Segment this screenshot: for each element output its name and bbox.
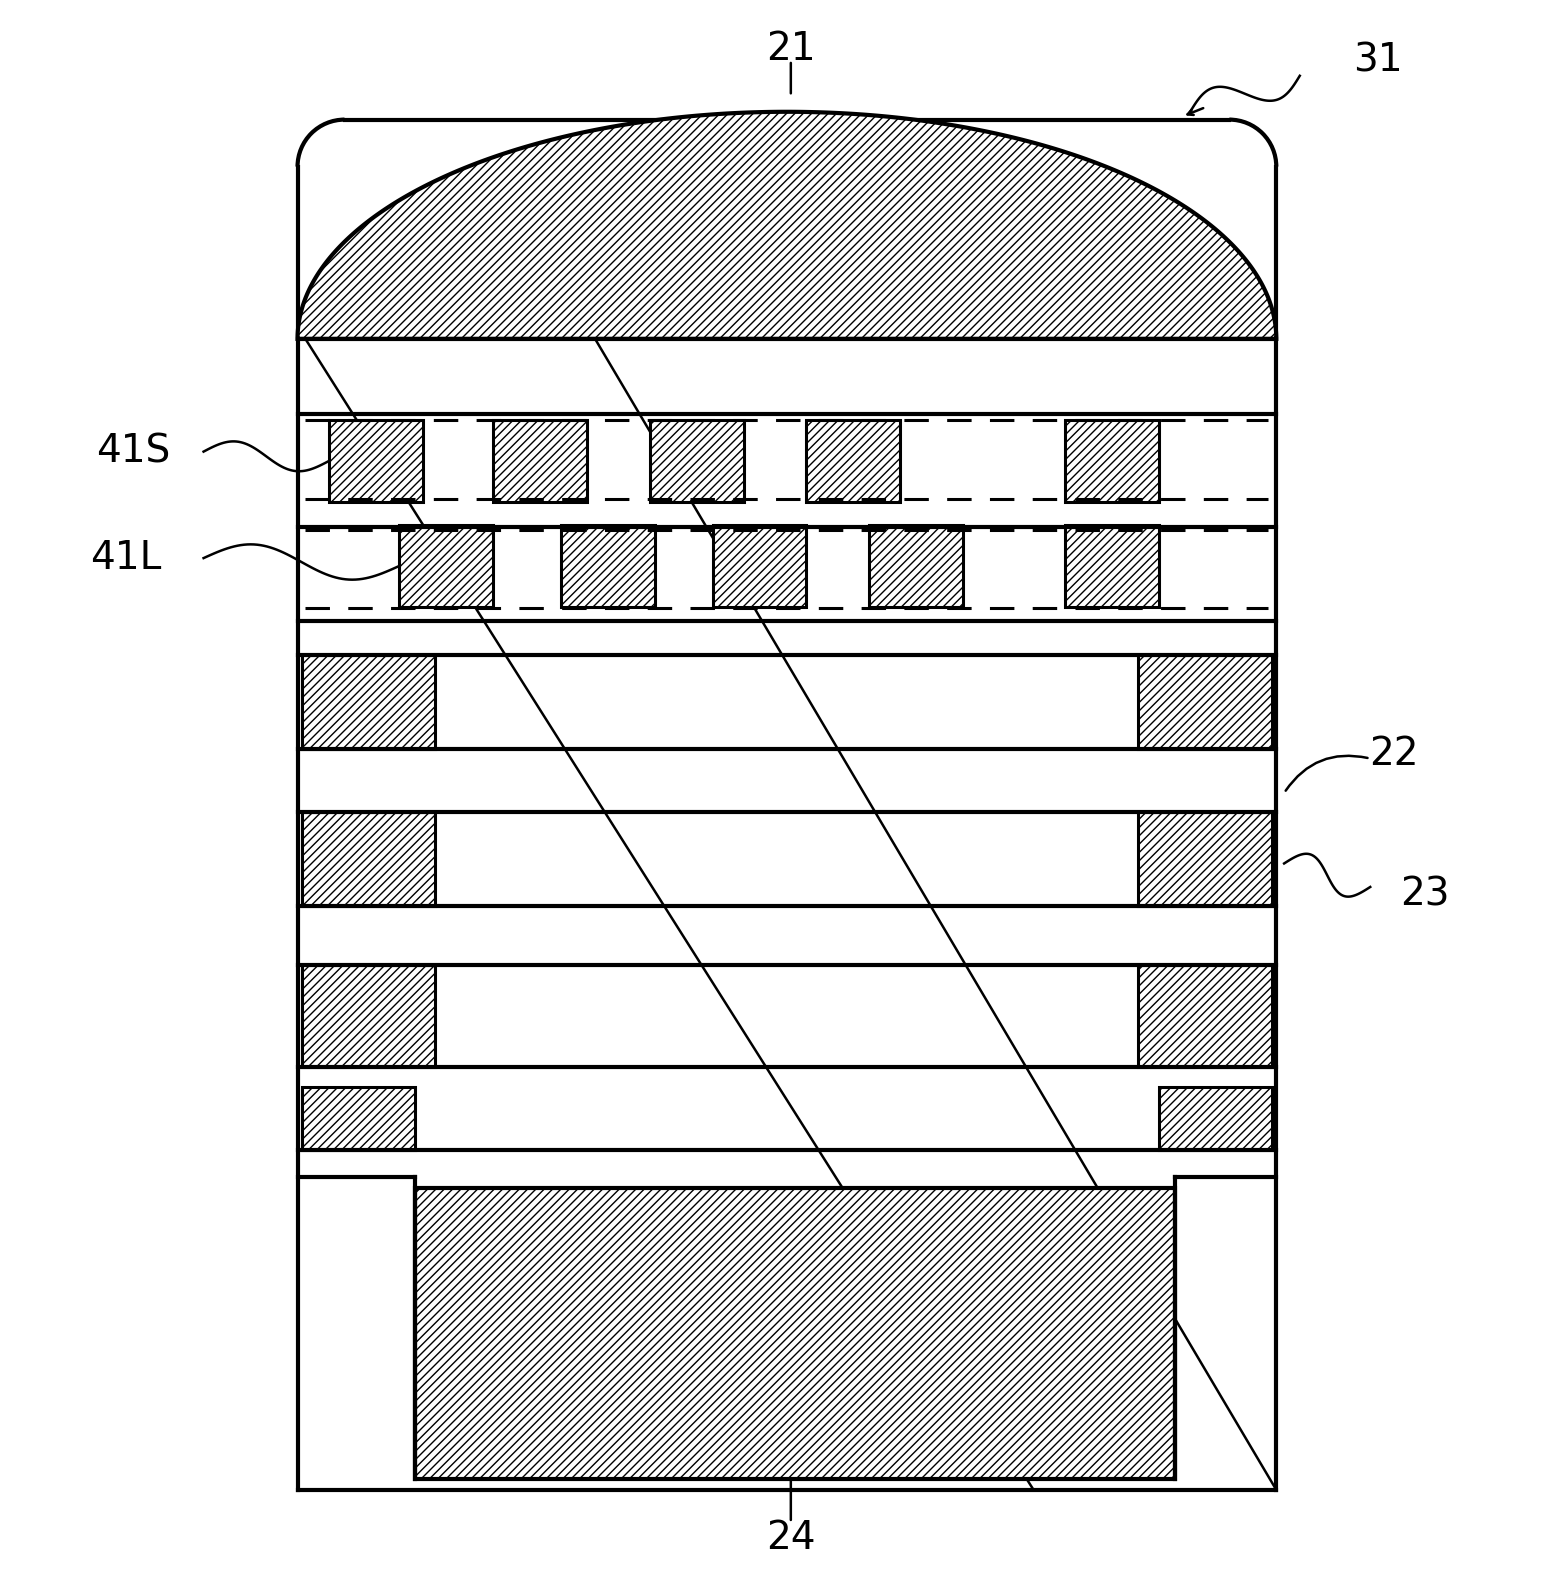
Bar [302,655,435,749]
Bar [1138,812,1272,906]
Text: 23: 23 [1400,875,1450,914]
Bar [415,1188,1174,1478]
Bar [869,525,963,607]
Bar [302,966,435,1067]
Bar [329,420,423,501]
Bar [806,420,900,501]
Bar [1065,525,1159,607]
Bar [302,812,435,906]
Bar [561,525,655,607]
Text: 31: 31 [1353,41,1403,79]
Text: 41L: 41L [89,539,161,577]
Bar [650,420,744,501]
Bar [493,420,587,501]
Bar [399,525,493,607]
Bar [1138,655,1272,749]
Bar [1138,966,1272,1067]
Bar [302,1088,415,1150]
Text: 24: 24 [766,1519,816,1557]
Text: 21: 21 [766,30,816,68]
Text: 41S: 41S [96,433,171,471]
Polygon shape [298,119,1276,1489]
Polygon shape [298,111,1276,339]
Bar [713,525,806,607]
Bar [1159,1088,1272,1150]
Bar [1065,420,1159,501]
Text: 22: 22 [1369,734,1419,772]
